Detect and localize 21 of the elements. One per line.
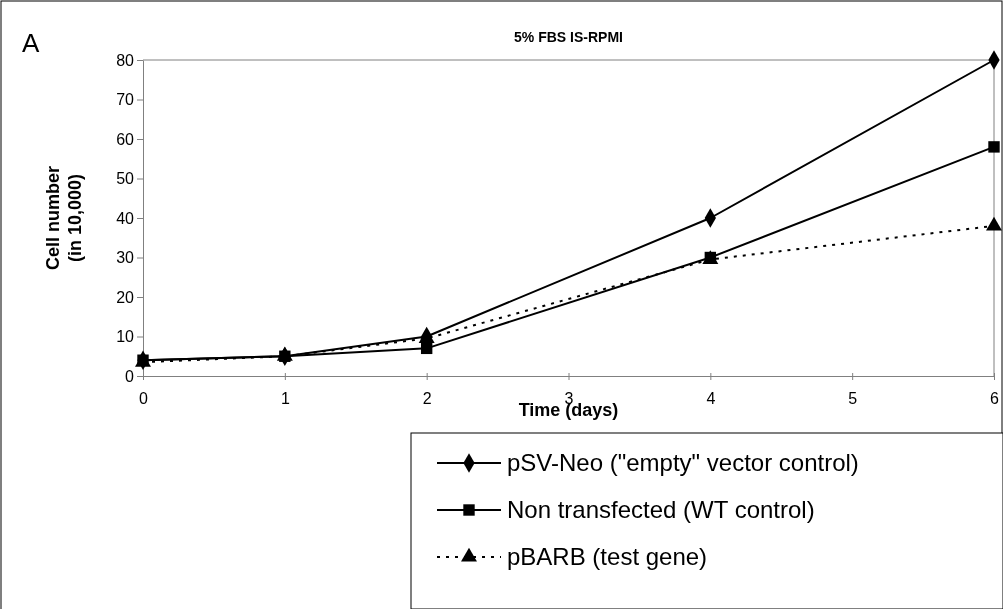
legend-label: Non transfected (WT control) — [507, 496, 815, 523]
x-tick-label: 2 — [422, 390, 432, 408]
y-tick-label: 20 — [116, 288, 135, 306]
legend-label: pSV-Neo ("empty" vector control) — [507, 449, 859, 476]
chart-title: 5% FBS IS-RPMI — [514, 29, 623, 45]
x-tick-label: 1 — [280, 390, 290, 408]
x-tick-label: 4 — [706, 390, 716, 408]
y-axis-title: Cell number (in 10,000) — [43, 165, 85, 271]
y-tick-label: 50 — [116, 170, 135, 188]
legend-label: pBARB (test gene) — [507, 543, 708, 570]
y-tick-label: 60 — [116, 130, 135, 148]
y-tick-label: 10 — [116, 328, 135, 346]
y-tick-label: 80 — [116, 51, 135, 69]
y-tick-label: 70 — [116, 91, 135, 109]
y-tick-label: 40 — [116, 209, 135, 227]
y-tick-label: 0 — [125, 367, 135, 385]
x-tick-label: 5 — [848, 390, 858, 408]
x-tick-label: 6 — [990, 390, 1000, 408]
text: A — [22, 28, 40, 58]
y-tick-label: 30 — [116, 249, 135, 267]
x-tick-label: 0 — [139, 390, 149, 408]
